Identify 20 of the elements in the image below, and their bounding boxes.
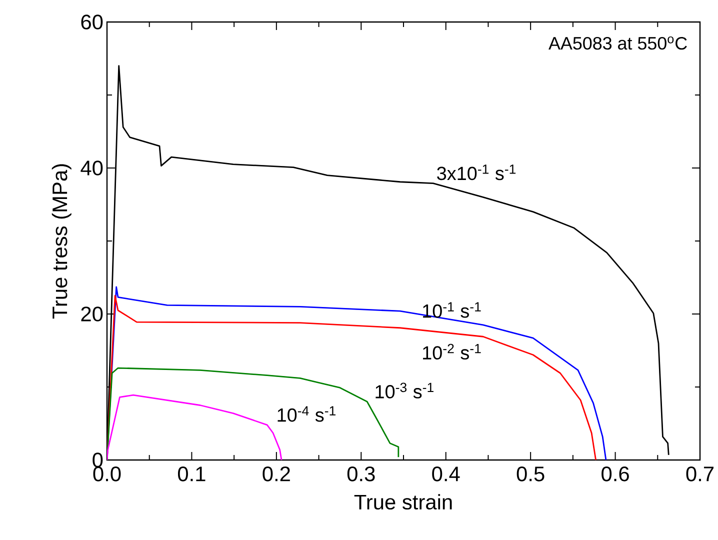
y-tick-label: 40 [80, 160, 103, 176]
y-tick-label: 0 [92, 452, 103, 468]
x-tick-label: 0.1 [178, 466, 206, 482]
series-label: 10$^{-1}$ s$^{-1}$ [423, 302, 481, 318]
annotation: AA5083 at 550$^{o}$C [548, 36, 687, 50]
series-label: 3x10$^{-1}$ s$^{-1}$ [437, 164, 516, 180]
y-tick-label: 20 [81, 306, 103, 322]
x-tick-label: 0.4 [432, 466, 460, 482]
x-tick-label: 0.7 [686, 466, 714, 482]
series-label: 10$^{-2}$ s$^{-1}$ [423, 344, 481, 360]
y-tick-label: 60 [81, 14, 103, 30]
series-label: 10$^{-3}$ s$^{-1}$ [376, 382, 434, 398]
series-label: 10$^{-4}$ s$^{-1}$ [278, 406, 336, 422]
x-tick-label: 0.2 [262, 466, 290, 482]
x-tick-label: 0.6 [602, 466, 629, 482]
x-tick-label: 0.5 [516, 466, 544, 482]
x-tick-label: 0.3 [347, 466, 375, 482]
x-axis-title: True strain [354, 494, 452, 510]
y-axis-title: True tress (MPa) [52, 164, 72, 319]
x-tick-label: 0.0 [93, 466, 121, 482]
